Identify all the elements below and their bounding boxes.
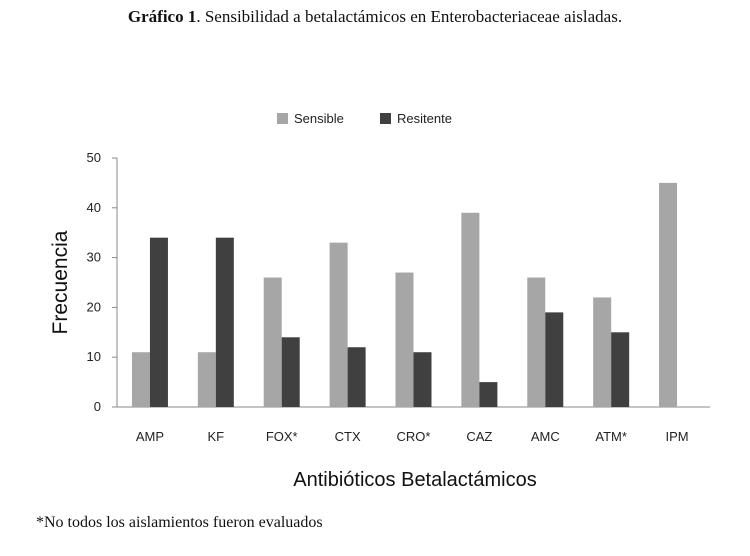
y-tick-label: 30 [87,250,101,265]
x-tick-label: AMP [136,429,164,444]
y-tick-label: 50 [87,150,101,165]
x-tick-label: KF [208,429,225,444]
y-tick-label: 40 [87,200,101,215]
bar-sensible-caz [461,212,480,407]
footnote: *No todos los aislamientos fueron evalua… [36,514,323,531]
y-tick-label: 0 [94,399,101,414]
bar-sensible-ipm [659,182,678,407]
bar-sensible-kf [197,352,216,407]
y-axis-title: Frecuencia [49,230,72,334]
caption-text: . Sensibilidad a betalactámicos en Enter… [196,7,623,26]
legend-swatch-sensible [277,113,288,124]
bar-sensible-amp [131,352,150,407]
x-axis-title: Antibióticos Betalactámicos [293,469,536,491]
bar-sensible-cro [395,272,414,407]
bar-resitente-cro [413,352,432,407]
bar-resitente-kf [215,237,234,407]
bar-sensible-amc [527,277,546,407]
legend-label-resitente: Resitente [397,111,452,126]
bar-resitente-caz [479,382,498,407]
x-tick-label: ATM* [595,429,627,444]
legend-swatch-resitente [380,113,391,124]
x-tick-label: CTX [335,429,361,444]
y-tick-label: 10 [87,349,101,364]
x-tick-label: AMC [531,429,560,444]
bar-sensible-ctx [329,242,348,407]
bar-sensible-atm [593,297,612,407]
bar-sensible-fox [263,277,282,407]
x-tick-label: CAZ [466,429,492,444]
bar-resitente-ctx [347,347,366,407]
legend-label-sensible: Sensible [294,111,344,126]
bar-resitente-atm [611,332,630,407]
bar-resitente-amp [149,237,168,407]
x-tick-label: FOX* [266,429,298,444]
x-tick-label: IPM [665,429,688,444]
bar-resitente-amc [545,312,564,407]
x-tick-label: CRO* [397,429,431,444]
bar-resitente-fox [281,337,300,407]
caption-label: Gráfico 1 [127,7,197,26]
figure-caption: Gráfico 1. Sensibilidad a betalactámicos… [0,7,750,27]
y-tick-label: 20 [87,299,101,314]
